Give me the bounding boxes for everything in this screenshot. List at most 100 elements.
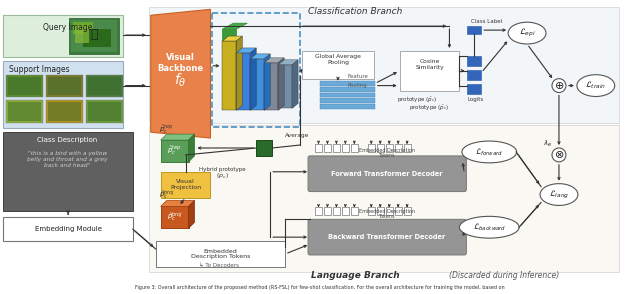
- Polygon shape: [189, 201, 195, 228]
- Bar: [48, 102, 81, 121]
- Text: Pooling: Pooling: [348, 83, 367, 88]
- Bar: [3, 61, 123, 128]
- Polygon shape: [161, 134, 195, 140]
- Bar: [315, 144, 322, 152]
- Bar: [404, 208, 411, 215]
- Text: $\lambda_e$: $\lambda_e$: [543, 139, 552, 149]
- Bar: [223, 29, 236, 74]
- Bar: [148, 125, 619, 272]
- Text: Visual
Projection: Visual Projection: [170, 179, 201, 190]
- Bar: [320, 81, 375, 86]
- Text: 🐦: 🐦: [90, 28, 98, 41]
- Polygon shape: [151, 9, 211, 138]
- Bar: [236, 53, 250, 110]
- Text: Embedded Description: Embedded Description: [358, 209, 415, 214]
- Bar: [148, 7, 619, 123]
- Bar: [46, 75, 83, 98]
- Text: (Discarded during Inference): (Discarded during Inference): [449, 271, 560, 280]
- Text: $\mathcal{L}_{epi}$: $\mathcal{L}_{epi}$: [518, 27, 536, 39]
- Text: Feature: Feature: [348, 74, 369, 79]
- Ellipse shape: [460, 216, 519, 238]
- Text: $(\tilde{p}_c)$: $(\tilde{p}_c)$: [216, 172, 229, 181]
- Text: Support Images: Support Images: [10, 65, 70, 74]
- Bar: [386, 208, 393, 215]
- Text: Global Average
Pooling: Global Average Pooling: [315, 54, 361, 65]
- Ellipse shape: [577, 75, 614, 96]
- Text: $\mathcal{L}_{train}$: $\mathcal{L}_{train}$: [585, 80, 606, 91]
- Bar: [161, 172, 211, 198]
- Bar: [73, 22, 93, 34]
- Text: ↳ To Decoders: ↳ To Decoders: [198, 263, 239, 268]
- Bar: [324, 208, 331, 215]
- Bar: [75, 25, 89, 43]
- Text: Tokens: Tokens: [378, 214, 395, 219]
- Bar: [320, 86, 375, 91]
- Polygon shape: [292, 60, 298, 108]
- Bar: [467, 26, 481, 34]
- Bar: [333, 144, 340, 152]
- Text: Average: Average: [285, 133, 310, 138]
- Bar: [6, 101, 44, 123]
- Bar: [3, 217, 133, 241]
- Bar: [386, 144, 393, 152]
- Bar: [3, 15, 123, 57]
- Bar: [86, 75, 123, 98]
- Ellipse shape: [462, 141, 516, 163]
- Bar: [467, 83, 481, 93]
- Bar: [8, 102, 41, 121]
- Bar: [368, 208, 375, 215]
- Text: $\mathcal{L}_{lang}$: $\mathcal{L}_{lang}$: [548, 188, 569, 201]
- Text: $\mathcal{L}_{forward}$: $\mathcal{L}_{forward}$: [476, 146, 503, 158]
- Bar: [88, 102, 121, 121]
- Bar: [69, 18, 119, 54]
- Text: Backward Transformer Decoder: Backward Transformer Decoder: [328, 234, 445, 240]
- Text: Language Branch: Language Branch: [310, 271, 399, 280]
- Bar: [250, 59, 264, 110]
- Text: $\mathcal{L}_{backward}$: $\mathcal{L}_{backward}$: [472, 221, 506, 233]
- Text: prototype $(\bar{p}_c)$: prototype $(\bar{p}_c)$: [410, 104, 450, 113]
- Bar: [8, 77, 41, 96]
- Polygon shape: [250, 54, 270, 59]
- Text: Cosine
Similarity: Cosine Similarity: [415, 59, 444, 70]
- Bar: [223, 41, 236, 110]
- Text: $\otimes$: $\otimes$: [554, 149, 564, 161]
- Bar: [46, 101, 83, 123]
- Text: Embedded
Description Tokens: Embedded Description Tokens: [191, 249, 250, 259]
- Bar: [320, 98, 375, 103]
- Text: Tokens: Tokens: [378, 153, 395, 158]
- Text: $\tilde{p}_c^{proj}$: $\tilde{p}_c^{proj}$: [166, 211, 182, 224]
- Ellipse shape: [552, 79, 566, 93]
- Text: prototype $(\bar{p}_c)$: prototype $(\bar{p}_c)$: [397, 96, 438, 105]
- Text: $f_\theta$: $f_\theta$: [174, 72, 187, 89]
- Ellipse shape: [508, 22, 546, 44]
- Text: Query Image: Query Image: [44, 23, 93, 32]
- Bar: [315, 208, 322, 215]
- Text: $\tilde{p}_c^{rep}$: $\tilde{p}_c^{rep}$: [168, 145, 182, 157]
- Polygon shape: [264, 54, 270, 110]
- Bar: [333, 208, 340, 215]
- Text: $\oplus$: $\oplus$: [554, 80, 564, 91]
- Polygon shape: [161, 201, 195, 206]
- Polygon shape: [189, 134, 195, 162]
- Bar: [342, 208, 349, 215]
- Bar: [3, 132, 133, 211]
- Polygon shape: [278, 58, 284, 110]
- Text: Class Description: Class Description: [37, 137, 97, 143]
- Ellipse shape: [540, 184, 578, 206]
- Polygon shape: [264, 58, 284, 63]
- Text: Class Label: Class Label: [471, 19, 502, 24]
- Text: Figure 3: Overall architecture of the proposed method (RS-FSL) for few-shot clas: Figure 3: Overall architecture of the pr…: [135, 285, 505, 290]
- Bar: [395, 144, 402, 152]
- Bar: [88, 77, 121, 96]
- Bar: [278, 65, 292, 108]
- Bar: [302, 51, 374, 79]
- Bar: [467, 70, 481, 80]
- Bar: [320, 104, 375, 109]
- Bar: [368, 144, 375, 152]
- Bar: [86, 101, 123, 123]
- Text: $\tilde{p}_c^{rep}$: $\tilde{p}_c^{rep}$: [159, 124, 174, 136]
- Bar: [342, 144, 349, 152]
- Text: Forward Transformer Decoder: Forward Transformer Decoder: [331, 171, 442, 177]
- Text: Classification Branch: Classification Branch: [308, 7, 402, 16]
- Polygon shape: [223, 23, 247, 29]
